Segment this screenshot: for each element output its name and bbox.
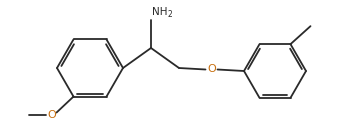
- Text: O: O: [207, 64, 216, 75]
- Text: 2: 2: [168, 10, 173, 19]
- Text: O: O: [47, 110, 56, 120]
- Text: NH: NH: [152, 7, 168, 17]
